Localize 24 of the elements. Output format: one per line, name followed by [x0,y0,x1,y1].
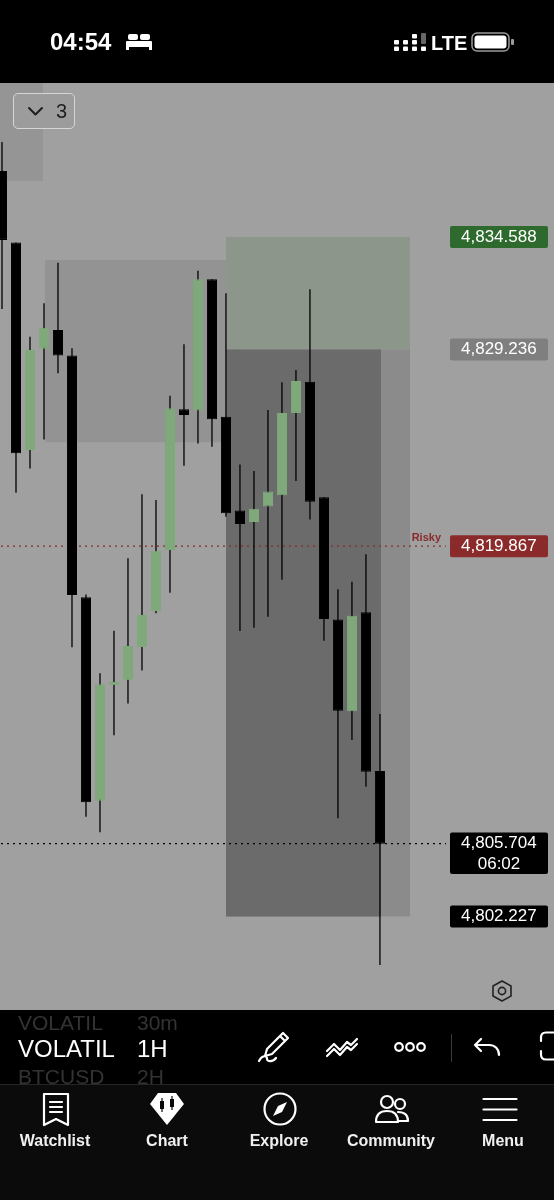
text: Chart [146,1132,188,1149]
text: 06:02 [477,854,521,873]
annotation: 3 [56,100,68,122]
text: Community [347,1132,435,1149]
candlestick [248,470,260,629]
text: 1H [137,1035,168,1062]
y-tick-label: 4,829.236 [461,339,537,359]
text: VOLATIL [18,1035,115,1062]
dropdown-button: 3 [13,93,75,129]
candlestick [234,463,246,632]
y-tick-label: 4,805.704 [461,833,537,853]
text: Watchlist [19,1132,91,1149]
y-tick-label: 4,819.867 [461,535,537,555]
text: LTE [431,32,468,54]
text: Menu [482,1132,524,1149]
candlestick [178,343,190,467]
candlestick [38,302,50,441]
ref-line-label: Risky [411,530,442,543]
text: Explore [249,1132,309,1149]
y-tick-label: 4,802.227 [461,906,537,926]
text: 04:54 [50,28,112,55]
candlestick [262,409,273,618]
candlestick [52,262,64,374]
y-tick-label: 4,834.588 [461,226,537,246]
